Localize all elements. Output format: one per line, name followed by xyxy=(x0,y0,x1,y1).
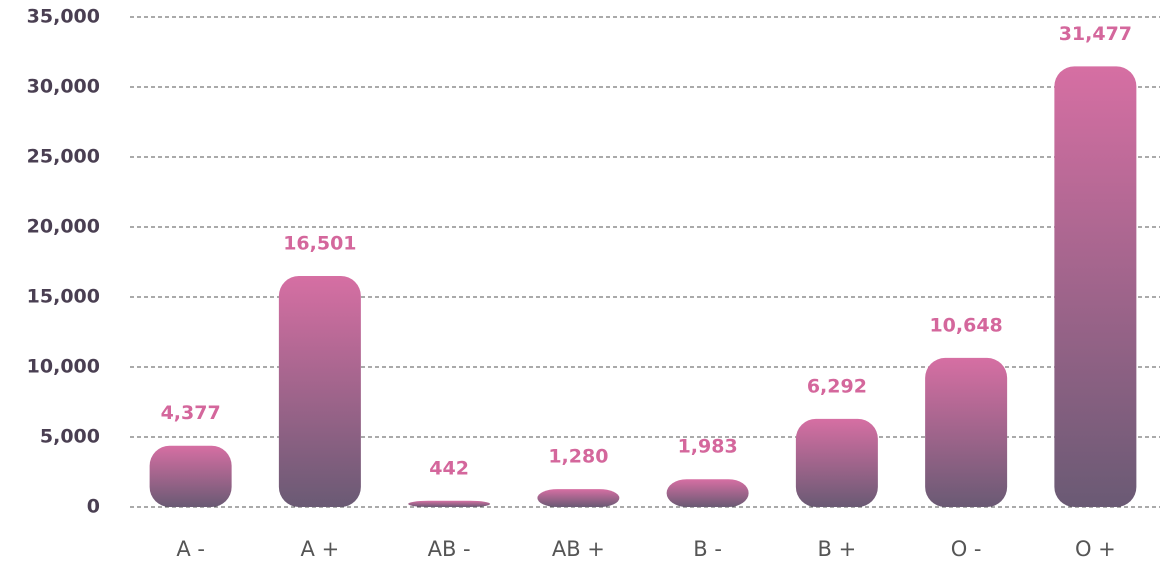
value-label: 1,280 xyxy=(548,446,608,468)
value-label: 1,983 xyxy=(678,436,738,458)
bar xyxy=(795,418,878,507)
y-tick-label: 25,000 xyxy=(27,146,100,168)
value-label: 31,477 xyxy=(1059,23,1132,45)
x-tick-label: AB + xyxy=(552,537,605,561)
x-tick-label: O - xyxy=(951,537,982,561)
bar xyxy=(278,275,361,507)
y-tick-label: 20,000 xyxy=(27,216,100,238)
x-tick-label: B - xyxy=(693,537,722,561)
x-tick-label: B + xyxy=(818,537,857,561)
bar xyxy=(537,489,620,507)
bar xyxy=(925,357,1008,507)
y-tick-label: 30,000 xyxy=(27,76,100,98)
y-tick-label: 5,000 xyxy=(40,426,100,448)
y-tick-label: 10,000 xyxy=(27,356,100,378)
y-tick-label: 15,000 xyxy=(27,286,100,308)
y-tick-label: 35,000 xyxy=(27,6,100,28)
bar xyxy=(1054,66,1137,508)
x-tick-label: AB - xyxy=(428,537,471,561)
bar xyxy=(408,500,491,507)
x-tick-label: A + xyxy=(301,537,340,561)
value-label: 10,648 xyxy=(929,314,1002,336)
x-tick-label: A - xyxy=(176,537,205,561)
value-label: 442 xyxy=(429,457,469,479)
bar xyxy=(149,445,232,507)
bar xyxy=(666,479,749,507)
value-label: 4,377 xyxy=(161,402,221,424)
value-label: 16,501 xyxy=(283,232,356,254)
y-tick-label: 0 xyxy=(87,496,100,518)
x-tick-label: O + xyxy=(1075,537,1116,561)
value-label: 6,292 xyxy=(807,375,867,397)
